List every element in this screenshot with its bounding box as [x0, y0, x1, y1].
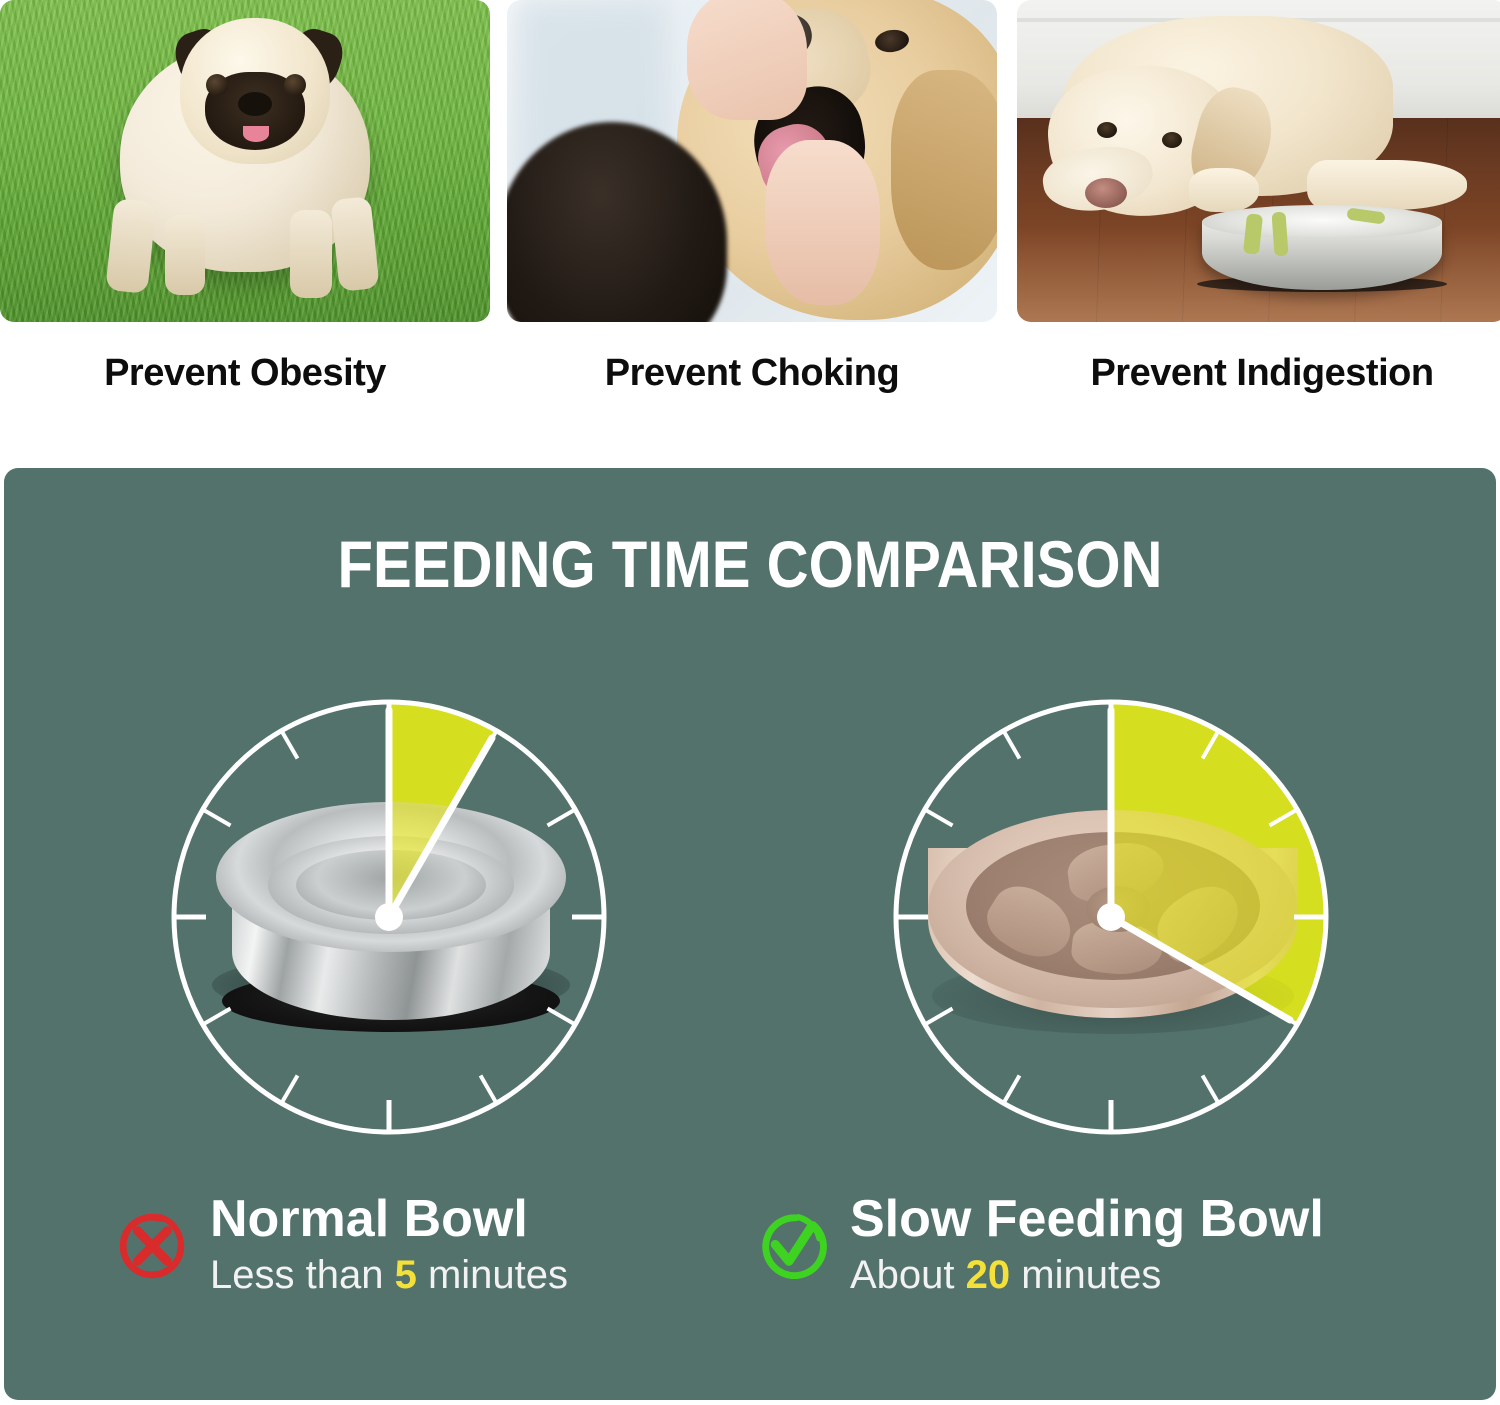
- benefit-card-indigestion: Prevent Indigestion: [1017, 0, 1500, 440]
- sub-value: 5: [394, 1253, 417, 1298]
- page-title: FEEDING TIME COMPARISON: [337, 527, 1163, 601]
- human-hand-lower: [765, 140, 880, 305]
- benefit-card-choking: Prevent Choking: [507, 0, 997, 440]
- person-head-silhouette: [507, 122, 727, 322]
- comparison-label-normal-bowl: Normal Bowl Less than 5 minutes: [114, 1190, 568, 1299]
- labrador-eye: [1162, 132, 1182, 148]
- sub-value: 20: [965, 1253, 1011, 1298]
- comparison-title: Slow Feeding Bowl: [850, 1190, 1324, 1248]
- pug-nose: [238, 92, 272, 116]
- human-hand-upper: [687, 0, 807, 120]
- labrador-paw: [1189, 168, 1259, 212]
- benefits-photo-strip: Prevent Obesity Prevent Choking: [0, 0, 1500, 440]
- sub-suffix: minutes: [416, 1253, 568, 1298]
- benefit-caption: Prevent Obesity: [104, 352, 386, 394]
- pug-eye: [206, 74, 228, 96]
- label-text-group: Slow Feeding Bowl About 20 minutes: [850, 1190, 1324, 1299]
- sub-prefix: Less than: [210, 1253, 395, 1298]
- feeding-time-comparison-panel: FEEDING TIME COMPARISON: [4, 468, 1496, 1400]
- comparison-labels: Normal Bowl Less than 5 minutes Slow Fee…: [4, 1190, 1496, 1322]
- labrador-photo: [1017, 0, 1500, 322]
- beige-slow-feeder-bowl: [928, 810, 1298, 1060]
- label-text-group: Normal Bowl Less than 5 minutes: [210, 1190, 568, 1299]
- labrador-eye: [1097, 122, 1117, 138]
- comparison-title: Normal Bowl: [210, 1190, 528, 1248]
- clock-slow-feeding-bowl: [876, 682, 1346, 1152]
- labrador-nose: [1085, 178, 1127, 208]
- stainless-steel-bowl: [212, 802, 570, 1042]
- bowl-rim: [1202, 205, 1442, 239]
- circled-check-icon: [762, 1213, 827, 1279]
- pug-leg: [290, 210, 332, 298]
- comparison-subtitle: About 20 minutes: [850, 1251, 1324, 1299]
- maze-center: [1086, 886, 1150, 932]
- retriever-ear: [891, 70, 997, 270]
- bowl-cavity: [296, 850, 486, 920]
- pug-eye: [284, 74, 306, 96]
- comparison-subtitle: Less than 5 minutes: [210, 1251, 568, 1299]
- food-piece: [1271, 211, 1289, 257]
- benefit-caption: Prevent Indigestion: [1090, 352, 1434, 394]
- retriever-mouth-photo: [507, 0, 997, 322]
- circled-x-icon: [119, 1213, 185, 1278]
- pug-photo: [0, 0, 490, 322]
- pug-leg: [165, 215, 205, 295]
- labrador-paw: [1307, 160, 1467, 210]
- pug-tongue: [243, 126, 269, 142]
- benefit-card-obesity: Prevent Obesity: [0, 0, 490, 440]
- clock-normal-bowl: [154, 682, 624, 1152]
- benefit-caption: Prevent Choking: [604, 352, 900, 394]
- sub-suffix: minutes: [1010, 1253, 1162, 1298]
- comparison-label-slow-bowl: Slow Feeding Bowl About 20 minutes: [754, 1190, 1324, 1299]
- sub-prefix: About: [850, 1253, 966, 1298]
